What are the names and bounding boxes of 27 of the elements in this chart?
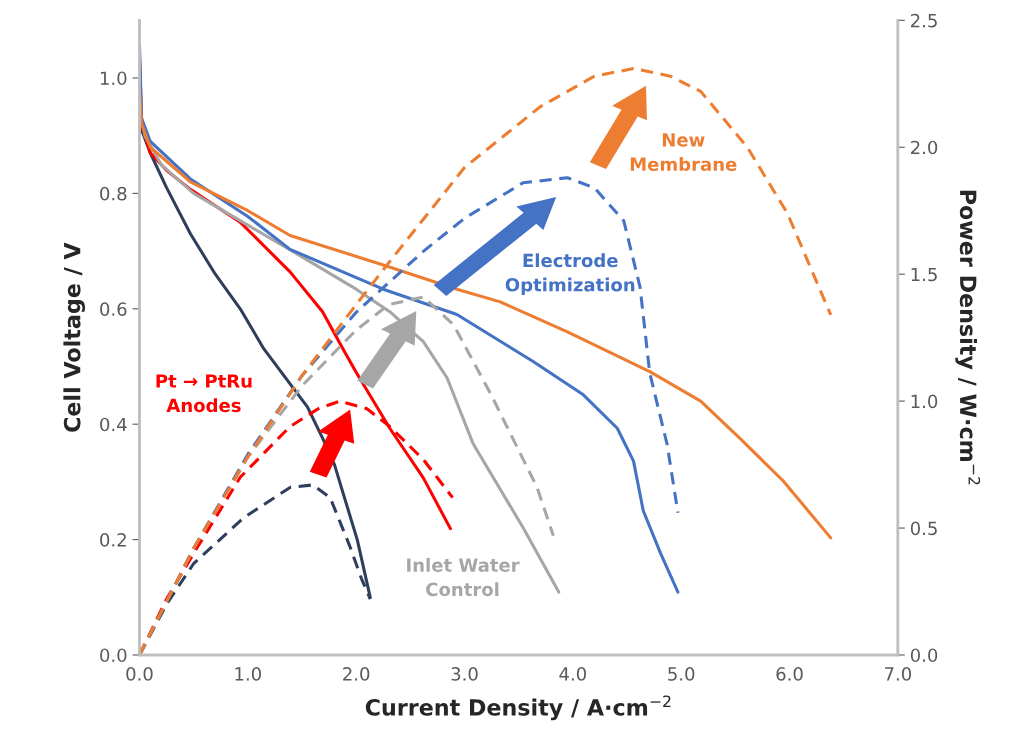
y2-tick-label: 1.5 [911, 267, 937, 282]
y-tick-label: 0.2 [100, 533, 126, 547]
y-tick-label: 0.0 [100, 648, 127, 663]
text: Electrode Optimization [505, 253, 635, 296]
x-tick-label: 0.0 [126, 667, 153, 681]
x-tick-label: 7.0 [885, 667, 912, 681]
y-tick-label: 1.0 [100, 71, 127, 86]
y2-tick-label: 2.5 [911, 13, 937, 28]
y-axis-title: Cell Voltage / V [63, 242, 86, 432]
x-tick-label: 6.0 [776, 667, 803, 681]
x-tick-label: 4.0 [559, 667, 586, 681]
x-axis-title: Current Density / A·cm$^{−2}$ [365, 695, 671, 721]
x-tick-label: 2.0 [343, 667, 370, 681]
y-tick-label: 0.8 [100, 186, 127, 201]
y-tick-label: 0.4 [100, 417, 127, 432]
y2-tick-label: 0.5 [910, 521, 937, 536]
y2-axis-title: Power Density / W·cm$^{−2}$ [955, 190, 981, 485]
y2-tick-label: 0.0 [910, 648, 938, 663]
series-label: Inlet Water Control [407, 557, 520, 597]
text: New Membrane [630, 133, 737, 171]
x-tick-label: 5.0 [668, 667, 695, 681]
x-tick-label: 3.0 [451, 667, 478, 681]
y2-tick-label: 1.0 [911, 394, 938, 409]
text: Pt → PtRu Anodes [156, 374, 252, 413]
y-tick-label: 0.6 [100, 302, 127, 316]
x-tick-label: 1.0 [235, 667, 261, 681]
y2-tick-label: 2.0 [911, 140, 938, 155]
